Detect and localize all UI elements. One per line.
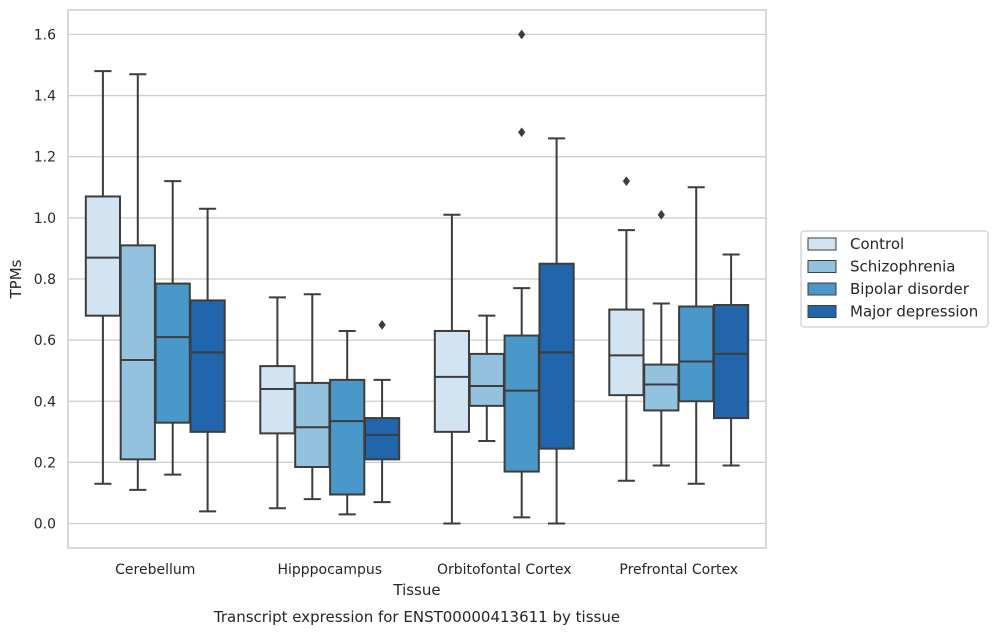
x-axis-label: Tissue (392, 581, 440, 599)
box-bipolar-disorder (154, 180, 191, 476)
outlier-point (657, 209, 665, 220)
legend-swatch (807, 282, 837, 296)
box-schizophrenia (468, 314, 505, 443)
legend-swatch (807, 237, 837, 251)
x-tick-label: Prefrontal Cortex (619, 562, 738, 578)
chart-caption: Transcript expression for ENST0000041361… (213, 608, 620, 626)
outlier-point (518, 127, 526, 138)
x-tick-label: Hipppocampus (277, 562, 382, 578)
box-iqr (503, 334, 540, 473)
box-iqr (468, 352, 505, 407)
box-iqr (329, 378, 366, 496)
legend-label: Bipolar disorder (850, 280, 970, 298)
box-major-depression (189, 207, 226, 513)
box-iqr (433, 329, 471, 433)
y-tick-label: 1.2 (34, 150, 56, 166)
box-major-depression (538, 137, 575, 525)
x-tick-label: Orbitofontal Cortex (437, 562, 572, 578)
y-tick-label: 1.0 (34, 211, 56, 227)
plot-frame (67, 9, 767, 549)
box-major-depression (712, 253, 750, 467)
box-schizophrenia (294, 293, 331, 501)
legend-label: Schizophrenia (850, 258, 955, 276)
y-tick-label: 0.2 (34, 455, 56, 471)
y-axis-label: TPMs (7, 259, 25, 299)
box-schizophrenia (119, 73, 156, 491)
outlier-point (378, 319, 386, 330)
legend-frame (800, 230, 989, 328)
y-tick-label: 0.0 (34, 517, 56, 533)
box-iqr (712, 303, 750, 420)
box-iqr (678, 305, 715, 403)
legend-label: Control (850, 235, 904, 253)
legend-swatch (807, 260, 837, 273)
box-plot-marks (84, 29, 750, 525)
x-tick-label: Cerebellum (115, 562, 195, 578)
outlier-point (622, 176, 631, 187)
box-bipolar-disorder (329, 329, 366, 516)
y-axis-ticks: 0.0 0.2 0.4 0.6 0.8 1.0 1.2 1.4 1.6 (34, 27, 56, 532)
box-iqr (538, 262, 575, 450)
box-bipolar-disorder (678, 186, 715, 485)
legend: Control Schizophrenia Bipolar disorder Majo… (800, 230, 989, 328)
y-tick-label: 1.6 (34, 27, 56, 43)
legend-label: Major depression (850, 303, 978, 321)
y-tick-label: 0.8 (34, 272, 56, 288)
box-control (84, 70, 122, 485)
box-iqr (608, 308, 645, 397)
box-major-depression (363, 319, 401, 504)
outlier-point (518, 29, 526, 40)
legend-swatch (807, 305, 837, 318)
y-tick-label: 1.4 (34, 89, 56, 105)
box-iqr (294, 381, 331, 468)
box-bipolar-disorder (503, 29, 540, 519)
box-control (433, 213, 471, 525)
box-iqr (643, 363, 680, 412)
box-iqr (189, 299, 226, 433)
box-iqr (84, 195, 122, 317)
box-iqr (154, 282, 191, 424)
box-control (259, 296, 296, 510)
box-iqr (259, 365, 296, 435)
x-axis-ticks: Cerebellum Hipppocampus Orbitofontal Corte… (115, 562, 738, 578)
box-iqr (363, 417, 401, 461)
box-control (608, 176, 645, 482)
box-iqr (119, 244, 156, 461)
box-schizophrenia (643, 209, 680, 467)
y-tick-label: 0.6 (34, 333, 56, 349)
y-tick-label: 0.4 (34, 394, 56, 410)
